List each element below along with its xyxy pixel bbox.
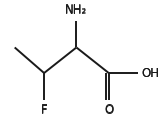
Text: NH₂: NH₂ — [65, 4, 88, 17]
Text: O: O — [104, 104, 113, 117]
Text: OH: OH — [141, 66, 159, 80]
Text: OH: OH — [141, 66, 159, 80]
Text: NH₂: NH₂ — [65, 3, 88, 16]
Text: F: F — [41, 103, 47, 116]
Text: O: O — [104, 103, 113, 116]
Text: F: F — [41, 104, 47, 117]
